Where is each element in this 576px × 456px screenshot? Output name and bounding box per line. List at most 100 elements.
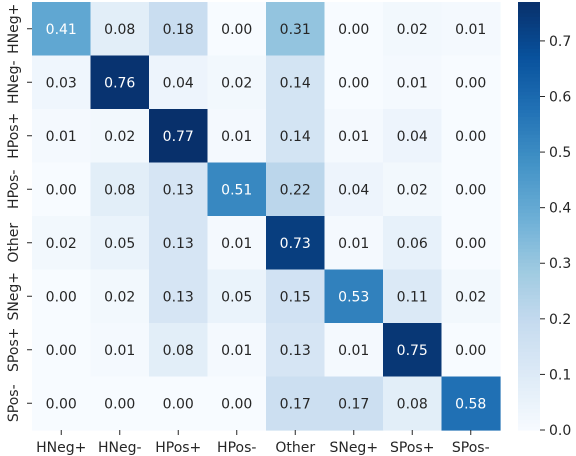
- heatmap-cell-4-5: [324, 216, 384, 271]
- cell-value-5-1: 0.02: [104, 289, 135, 305]
- colorbar-strip: [518, 41, 540, 46]
- heatmap-cell-1-5: [324, 55, 384, 110]
- heatmap-cell-4-1: [90, 216, 150, 271]
- colorbar-strip: [518, 151, 540, 156]
- cell-value-0-4: 0.31: [280, 22, 311, 38]
- heatmap-cell-0-6: [383, 2, 443, 57]
- colorbar-strip: [518, 330, 540, 335]
- colorbar-strip: [518, 187, 540, 192]
- colorbar-strip: [518, 262, 540, 267]
- heatmap-cell-3-2: [149, 162, 209, 217]
- heatmap-cell-4-6: [383, 216, 443, 271]
- colorbar-strip: [518, 141, 540, 146]
- heatmap-cell-0-1: [90, 2, 150, 57]
- cell-value-4-0: 0.02: [46, 236, 77, 252]
- colorbar-strip: [518, 347, 540, 353]
- cell-value-5-5: 0.53: [338, 289, 369, 305]
- colorbar-strip: [518, 251, 540, 256]
- colorbar-strip: [518, 294, 540, 299]
- colorbar-strip: [518, 230, 540, 235]
- colorbar-strip: [518, 376, 540, 381]
- colorbar-strip: [518, 315, 540, 321]
- heatmap-cell-5-5: [324, 269, 384, 324]
- heatmap-cell-0-7: [441, 2, 501, 57]
- heatmap-cell-2-5: [324, 109, 384, 164]
- colorbar-strip: [518, 337, 540, 342]
- heatmap-cell-1-6: [383, 55, 443, 110]
- colorbar-strip: [518, 112, 540, 117]
- colorbar-strip: [518, 126, 540, 131]
- heatmap-cell-5-2: [149, 269, 209, 324]
- cell-value-7-0: 0.00: [46, 396, 77, 412]
- heatmap-cell-1-1: [90, 55, 150, 110]
- heatmap-cell-5-3: [207, 269, 267, 324]
- y-tick-label-3: HPos-: [6, 170, 22, 209]
- cell-value-4-6: 0.06: [397, 236, 428, 252]
- colorbar-strip: [518, 162, 540, 167]
- colorbar-strip: [518, 130, 540, 135]
- heatmap-cell-1-0: [32, 55, 92, 110]
- heatmap-cell-4-2: [149, 216, 209, 271]
- heatmap-cell-3-5: [324, 162, 384, 217]
- colorbar-strip: [518, 387, 540, 392]
- colorbar-strip: [518, 226, 540, 231]
- cell-value-3-6: 0.02: [397, 182, 428, 198]
- colorbar-tick-label-0: 0.0: [549, 423, 571, 439]
- cell-value-0-7: 0.01: [455, 22, 486, 38]
- heatmap-cell-0-4: [266, 2, 326, 57]
- colorbar-strip: [518, 301, 540, 306]
- heatmap-cell-4-7: [441, 216, 501, 271]
- cell-value-0-3: 0.00: [221, 22, 252, 38]
- cell-value-1-3: 0.02: [221, 75, 252, 91]
- colorbar-strip: [518, 116, 540, 121]
- cell-value-4-5: 0.01: [338, 236, 369, 252]
- cell-value-1-1: 0.76: [104, 75, 135, 91]
- cell-value-2-6: 0.04: [397, 129, 428, 145]
- colorbar-strip: [518, 105, 540, 110]
- cell-value-3-4: 0.22: [280, 182, 311, 198]
- x-tick-label-5: SNeg+: [329, 440, 378, 456]
- colorbar-tick-label-3: 0.3: [549, 256, 571, 272]
- colorbar-strip: [518, 219, 540, 224]
- colorbar-strip: [518, 248, 540, 253]
- colorbar-strip: [518, 109, 540, 114]
- colorbar-strip: [518, 137, 540, 142]
- heatmap-cell-labels: 0.41 0.08 0.18 0.00 0.31 0.00 0.02 0.01 0.03 0.76…: [46, 22, 487, 413]
- y-tick-label-2: HPos+: [6, 113, 22, 159]
- colorbar-strip: [518, 101, 540, 107]
- colorbar-strip: [518, 283, 540, 288]
- heatmap-cell-4-3: [207, 216, 267, 271]
- colorbar-strip: [518, 369, 540, 374]
- heatmap-cell-6-6: [383, 323, 443, 378]
- cell-value-6-5: 0.01: [338, 343, 369, 359]
- colorbar-strip: [518, 358, 540, 363]
- colorbar-strip: [518, 419, 540, 424]
- cell-value-7-5: 0.17: [338, 396, 369, 412]
- colorbar-strip: [518, 9, 540, 14]
- colorbar-strip: [518, 326, 540, 331]
- colorbar-strip: [518, 340, 540, 345]
- cell-value-4-3: 0.01: [221, 236, 252, 252]
- colorbar-strip: [518, 158, 540, 164]
- colorbar-strip: [518, 344, 540, 349]
- cell-value-3-5: 0.04: [338, 182, 369, 198]
- colorbar-strip: [518, 287, 540, 292]
- colorbar-strip: [518, 173, 540, 178]
- heatmap-cell-7-3: [207, 376, 267, 431]
- heatmap-cell-2-2: [149, 109, 209, 164]
- cell-value-6-1: 0.01: [104, 343, 135, 359]
- heatmap-cell-2-4: [266, 109, 326, 164]
- heatmap-cell-3-6: [383, 162, 443, 217]
- cell-value-4-1: 0.05: [104, 236, 135, 252]
- heatmap-cell-6-7: [441, 323, 501, 378]
- colorbar-strip: [518, 397, 540, 403]
- colorbar-strip: [518, 66, 540, 71]
- colorbar-strip: [518, 258, 540, 263]
- colorbar-strip: [518, 394, 540, 399]
- colorbar-strip: [518, 51, 540, 57]
- cell-value-0-1: 0.08: [104, 22, 135, 38]
- cell-value-5-3: 0.05: [221, 289, 252, 305]
- colorbar-strip: [518, 26, 540, 32]
- heatmap-cell-7-7: [441, 376, 501, 431]
- y-tick-label-7: SPos-: [6, 384, 22, 422]
